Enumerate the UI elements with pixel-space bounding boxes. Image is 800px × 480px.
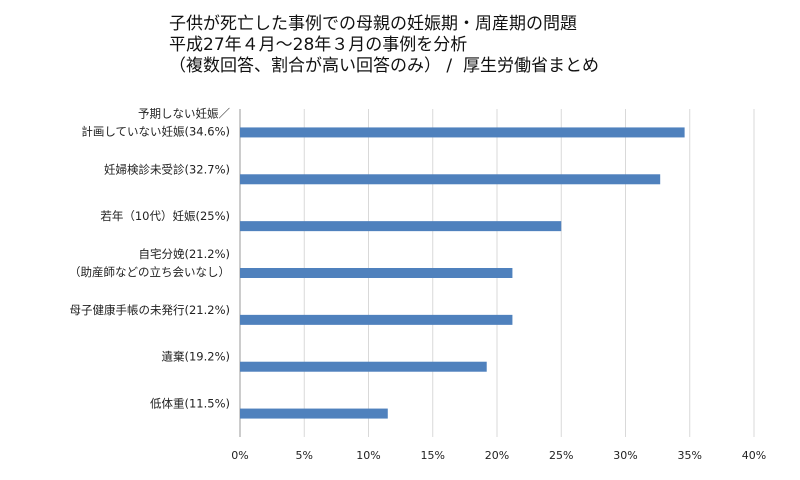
category-label-2: 妊婦検診未受診(32.7%) — [104, 162, 230, 176]
category-label-4-line-1: 自宅分娩(21.2%) — [138, 247, 230, 261]
bar-7 — [240, 408, 388, 419]
category-labels: 予期しない妊娠／ 計画していない妊娠(34.6%) 妊婦検診未受診(32.7%) 若年… — [69, 106, 230, 410]
category-label-6: 遺棄(19.2%) — [161, 350, 230, 364]
x-tick-label-0: 0% — [231, 449, 248, 462]
category-label-7: 低体重(11.5%) — [150, 397, 230, 411]
x-tick-label-20: 20% — [485, 449, 509, 462]
x-tick-label-30: 30% — [613, 449, 637, 462]
x-tick-label-40: 40% — [742, 449, 766, 462]
chart-title-line-2: 平成27年４月～28年３月の事例を分析 — [169, 35, 468, 55]
x-tick-label-25: 25% — [549, 449, 573, 462]
x-tick-label-5: 5% — [296, 449, 313, 462]
bar-4 — [240, 268, 513, 278]
chart-title-line-1: 子供が死亡した事例での母親の妊娠期・周産期の問題 — [169, 14, 577, 34]
category-label-1-line-2: 計画していない妊娠(34.6%) — [81, 124, 230, 138]
x-tick-label-35: 35% — [678, 449, 702, 462]
chart-title-line-3: （複数回答、割合が高い回答のみ） / 厚生労働省まとめ — [169, 56, 599, 76]
x-tick-labels: 0% 5% 10% 15% 20% 25% 30% 35% 40% — [231, 449, 766, 462]
bar-2 — [240, 174, 661, 185]
chart-title: 子供が死亡した事例での母親の妊娠期・周産期の問題 平成27年４月～28年３月の事例… — [169, 14, 769, 77]
bar-5 — [240, 314, 513, 325]
x-tick-label-10: 10% — [356, 449, 380, 462]
bar-1 — [240, 127, 685, 138]
bar-3 — [240, 221, 562, 232]
category-label-1-line-1: 予期しない妊娠／ — [138, 106, 230, 120]
bar-6 — [240, 361, 487, 372]
category-label-4-line-2: （助産師などの立ち会いなし） — [69, 265, 230, 279]
category-label-5: 母子健康手帳の未発行(21.2%) — [69, 303, 230, 317]
bars — [240, 127, 685, 419]
category-label-3: 若年（10代）妊娠(25%) — [100, 209, 230, 223]
x-tick-label-15: 15% — [421, 449, 445, 462]
